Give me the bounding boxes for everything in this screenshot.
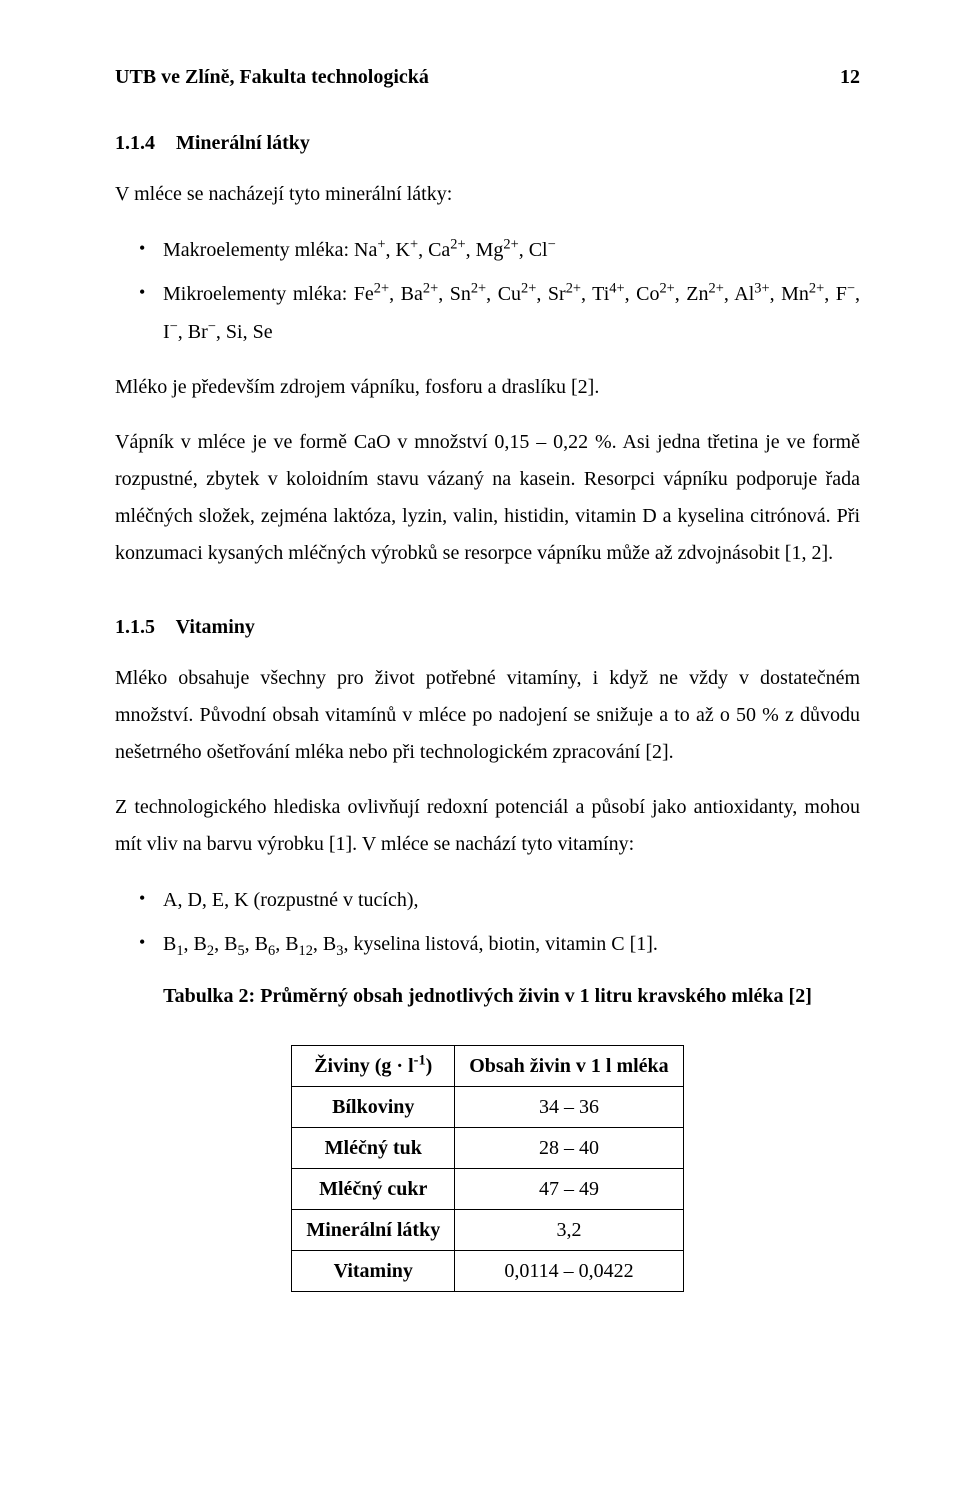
row-label: Minerální látky — [292, 1210, 455, 1251]
table-col2: Obsah živin v 1 l mléka — [455, 1046, 683, 1087]
macro-elements: Makroelementy mléka: Na+, K+, Ca2+, Mg2+… — [163, 231, 860, 269]
table-row: Mléčný cukr47 – 49 — [292, 1169, 683, 1210]
section-115-p2: Z technologického hlediska ovlivňují red… — [115, 789, 860, 863]
header-left: UTB ve Zlíně, Fakulta technologická — [115, 62, 429, 92]
page-header: UTB ve Zlíně, Fakulta technologická 12 — [115, 62, 860, 92]
section-115-p1: Mléko obsahuje všechny pro život potřebn… — [115, 660, 860, 771]
table2-caption: Tabulka 2: Průměrný obsah jednotlivých ž… — [115, 981, 860, 1011]
section-115-heading: 1.1.5 Vitaminy — [115, 612, 860, 642]
vitamins-water-soluble: B1, B2, B5, B6, B12, B3, kyselina listov… — [163, 925, 860, 963]
micro-elements: Mikroelementy mléka: Fe2+, Ba2+, Sn2+, C… — [163, 275, 860, 351]
section-114-heading: 1.1.4 Minerální látky — [115, 128, 860, 158]
row-label: Mléčný cukr — [292, 1169, 455, 1210]
mineral-bullets: Makroelementy mléka: Na+, K+, Ca2+, Mg2+… — [115, 231, 860, 351]
row-value: 28 – 40 — [455, 1128, 683, 1169]
table-row: Bílkoviny34 – 36 — [292, 1087, 683, 1128]
section-114-p2: Vápník v mléce je ve formě CaO v množstv… — [115, 424, 860, 572]
vitamin-bullets: A, D, E, K (rozpustné v tucích), B1, B2,… — [115, 881, 860, 963]
section-115-title: Vitaminy — [176, 616, 255, 638]
row-value: 47 – 49 — [455, 1169, 683, 1210]
row-label: Mléčný tuk — [292, 1128, 455, 1169]
table-row: Vitaminy0,0114 – 0,0422 — [292, 1251, 683, 1292]
nutrient-table: Živiny (g · l-1) Obsah živin v 1 l mléka… — [291, 1045, 683, 1292]
section-114-intro: V mléce se nacházejí tyto minerální látk… — [115, 176, 860, 213]
row-value: 0,0114 – 0,0422 — [455, 1251, 683, 1292]
table-row: Minerální látky3,2 — [292, 1210, 683, 1251]
section-115-num: 1.1.5 — [115, 612, 171, 642]
vitamins-fat-soluble: A, D, E, K (rozpustné v tucích), — [163, 881, 860, 919]
row-value: 3,2 — [455, 1210, 683, 1251]
section-114-p1: Mléko je především zdrojem vápníku, fosf… — [115, 369, 860, 406]
section-114-num: 1.1.4 — [115, 128, 171, 158]
page-number: 12 — [840, 62, 860, 92]
row-label: Vitaminy — [292, 1251, 455, 1292]
row-label: Bílkoviny — [292, 1087, 455, 1128]
section-114-title: Minerální látky — [176, 132, 310, 154]
row-value: 34 – 36 — [455, 1087, 683, 1128]
table-row: Mléčný tuk28 – 40 — [292, 1128, 683, 1169]
table-col1: Živiny (g · l-1) — [292, 1046, 455, 1087]
